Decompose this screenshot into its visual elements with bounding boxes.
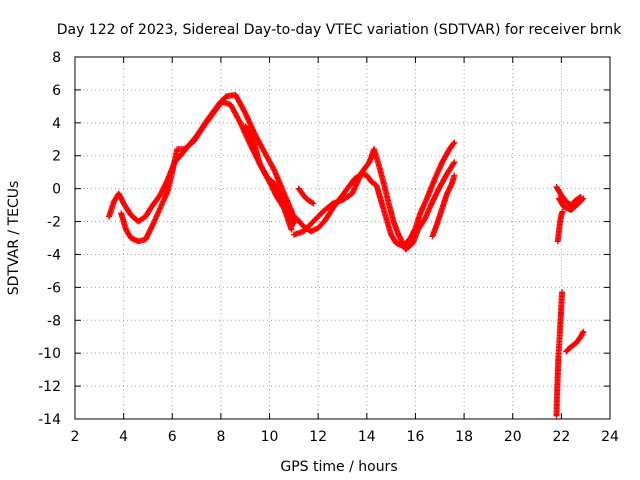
series-track-k [553, 289, 566, 419]
y-tick-label: 8 [52, 50, 61, 66]
series-track-i [555, 195, 587, 214]
data-point [451, 159, 458, 166]
data-point [450, 160, 457, 167]
y-tick-label: -12 [38, 379, 61, 395]
data-point [290, 218, 297, 225]
axis-ticks [74, 56, 611, 420]
y-tick-label: -8 [47, 313, 61, 329]
y-tick-label: -4 [47, 247, 61, 263]
data-points [106, 91, 587, 419]
x-tick-label: 18 [455, 429, 473, 445]
series-track-a [106, 98, 295, 233]
x-tick-label: 24 [601, 429, 619, 445]
x-tick-label: 14 [358, 429, 376, 445]
data-point [309, 199, 316, 206]
data-point [451, 139, 458, 146]
data-point [310, 200, 317, 207]
grid [75, 57, 610, 419]
x-tick-label: 20 [504, 429, 522, 445]
x-tick-label: 4 [119, 429, 128, 445]
series-track-d [290, 146, 458, 253]
x-tick-label: 2 [71, 429, 80, 445]
data-point [451, 172, 458, 179]
series-track-g [295, 185, 317, 207]
series-track-l [563, 328, 587, 355]
x-tick-label: 6 [168, 429, 177, 445]
series-track-j [554, 208, 566, 245]
y-tick-label: 4 [52, 116, 61, 132]
x-tick-label: 16 [407, 429, 425, 445]
series-track-f [242, 123, 297, 225]
series-track-e [429, 172, 458, 240]
x-tick-label: 8 [216, 429, 225, 445]
chart-title: Day 122 of 2023, Sidereal Day-to-day VTE… [57, 22, 622, 38]
x-tick-label: 10 [261, 429, 279, 445]
y-tick-label: 6 [52, 83, 61, 99]
data-point [580, 328, 587, 335]
x-tick-label: 12 [309, 429, 327, 445]
data-point [580, 195, 587, 202]
y-tick-label: 0 [52, 182, 61, 198]
x-tick-labels: 2 4 6 8 10 12 14 16 18 20 22 24 [71, 429, 619, 445]
y-tick-label: 2 [52, 149, 61, 165]
x-tick-label: 22 [552, 429, 570, 445]
data-point [559, 289, 566, 296]
data-point [579, 196, 586, 203]
y-axis-label: SDTVAR / TECUs [6, 181, 22, 296]
y-tick-labels: 8 6 4 2 0 -2 -4 -6 -8 -10 -12 -14 [38, 50, 61, 428]
data-point [450, 140, 457, 147]
y-tick-label: -14 [38, 412, 61, 428]
data-point [559, 208, 566, 215]
y-tick-label: -2 [47, 215, 61, 231]
y-tick-label: -10 [38, 346, 61, 362]
x-axis-label: GPS time / hours [280, 459, 397, 475]
plot-frame [74, 56, 611, 420]
y-tick-label: -6 [47, 280, 61, 296]
